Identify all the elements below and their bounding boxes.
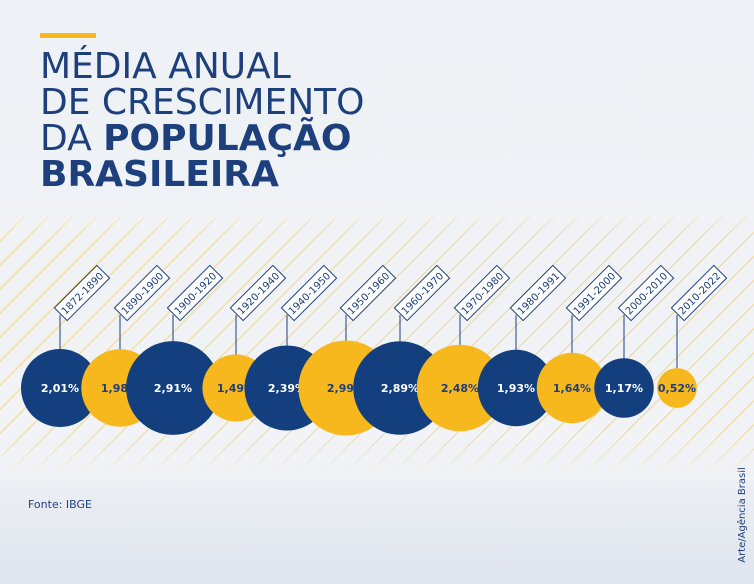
label-box xyxy=(670,264,728,322)
bubble xyxy=(477,349,555,427)
title: MÉDIA ANUAL DE CRESCIMENTO DA POPULAÇÃO … xyxy=(40,45,364,195)
value-label: 2,89% xyxy=(381,382,419,395)
value-label: 1,17% xyxy=(605,382,643,395)
label-box xyxy=(53,264,111,322)
bubble xyxy=(21,349,99,427)
label-box xyxy=(339,264,397,322)
label-box xyxy=(617,264,675,322)
bubble xyxy=(657,368,697,408)
source: Fonte: IBGE xyxy=(28,498,92,511)
value-label: 2,91% xyxy=(154,382,192,395)
value-label: 2,48% xyxy=(441,382,479,395)
label-box xyxy=(509,264,567,322)
label-box xyxy=(453,264,511,322)
label-box xyxy=(565,264,623,322)
value-label: 1,93% xyxy=(497,382,535,395)
label-box xyxy=(393,264,451,322)
accent-bar xyxy=(40,33,96,38)
bubble xyxy=(536,352,608,424)
title-part: POPULAÇÃO xyxy=(103,117,351,159)
label-box xyxy=(229,264,287,322)
bubble xyxy=(353,341,447,435)
label-box xyxy=(113,264,171,322)
title-line: DA POPULAÇÃO xyxy=(40,117,351,159)
fade xyxy=(0,430,754,480)
label-box xyxy=(280,264,338,322)
title-line: DE CRESCIMENTO xyxy=(40,82,364,123)
bubble xyxy=(126,341,220,435)
credit: Arte/Agência Brasil xyxy=(736,467,748,563)
bubble xyxy=(594,358,654,418)
value-label: 0,52% xyxy=(658,382,696,395)
value-label: 2,01% xyxy=(41,382,79,395)
bubble xyxy=(416,344,504,432)
title-part: DA xyxy=(40,118,92,159)
value-label: 2,39% xyxy=(268,382,306,395)
title-line: MÉDIA ANUAL xyxy=(40,45,291,87)
title-line: BRASILEIRA xyxy=(40,154,279,195)
label-box xyxy=(166,264,224,322)
value-label: 1,64% xyxy=(553,382,591,395)
fade xyxy=(0,200,754,240)
